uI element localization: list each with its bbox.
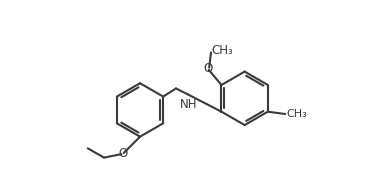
Text: CH₃: CH₃ [286,109,307,119]
Text: O: O [204,62,212,75]
Text: CH₃: CH₃ [212,44,233,57]
Text: NH: NH [180,98,197,111]
Text: O: O [118,147,127,160]
